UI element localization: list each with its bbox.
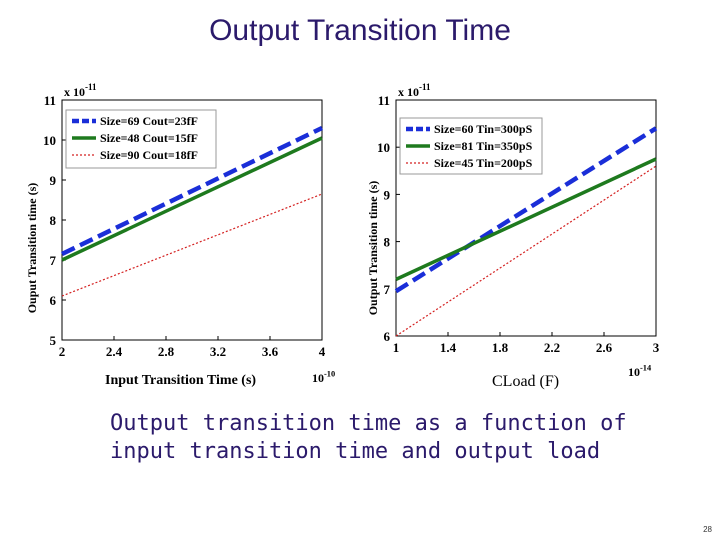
- legend-entry-1: Size=60 Tin=300pS: [434, 122, 533, 136]
- x-exponent-label: 10-10: [312, 370, 335, 385]
- y-multiplier-label: x 10-11: [64, 82, 97, 99]
- y-tick-label: 6: [50, 293, 57, 308]
- y-axis-label: Ouput Transition time (s): [25, 183, 39, 314]
- x-tick-label: 3: [653, 340, 660, 355]
- x-axis-label: CLoad (F): [492, 373, 559, 390]
- series-line-2: [61, 136, 323, 262]
- y-tick-label: 5: [50, 333, 57, 348]
- x-tick-label: 2: [59, 344, 66, 359]
- legend: Size=69 Cout=23fF Size=48 Cout=15fF Size=9…: [65, 109, 217, 169]
- legend-entry-3: Size=45 Tin=200pS: [434, 156, 533, 170]
- legend-entry-2: Size=48 Cout=15fF: [100, 131, 198, 145]
- chart-1: 5 6 7 8 9 10 11 2 2.4 2.8 3.2 3.6 4 x 10-11 Ouput Tran…: [25, 82, 326, 388]
- x-axis-label: Input Transition Time (s): [105, 373, 256, 388]
- y-tick-label: 7: [384, 282, 391, 297]
- y-multiplier-label: x 10-11: [398, 82, 431, 99]
- y-tick-label: 6: [384, 329, 391, 344]
- page-number: 28: [703, 525, 712, 534]
- x-tick-label: 1: [393, 340, 400, 355]
- caption-line-1: Output transition time as a function of: [110, 411, 627, 436]
- legend-entry-2: Size=81 Tin=350pS: [434, 139, 533, 153]
- x-tick-label: 1.8: [492, 340, 509, 355]
- x-tick-label: 3.6: [262, 344, 279, 359]
- y-axis-label: Output Transition time (s): [366, 181, 380, 316]
- series-line-1: [61, 125, 323, 257]
- legend-entry-1: Size=69 Cout=23fF: [100, 114, 198, 128]
- legend-entry-3: Size=90 Cout=18fF: [100, 148, 198, 162]
- x-tick-label: 2.6: [596, 340, 613, 355]
- y-tick-label: 7: [50, 253, 57, 268]
- x-tick-label: 2.2: [544, 340, 560, 355]
- slide-title: Output Transition Time: [209, 14, 511, 47]
- slide-caption: Output transition time as a function of …: [110, 410, 670, 466]
- y-tick-label: 10: [43, 133, 56, 148]
- x-tick-label: 1.4: [440, 340, 457, 355]
- legend: Size=60 Tin=300pS Size=81 Tin=350pS Size=4…: [399, 117, 543, 175]
- y-tick-label: 9: [384, 187, 391, 202]
- y-tick-label: 11: [44, 93, 56, 108]
- y-tick-label: 10: [377, 140, 390, 155]
- x-tick-label: 2.4: [106, 344, 123, 359]
- x-tick-label: 3.2: [210, 344, 226, 359]
- y-tick-label: 11: [378, 93, 390, 108]
- series-line-1: [394, 126, 658, 294]
- x-tick-label: 2.8: [158, 344, 175, 359]
- series-line-2: [395, 157, 657, 281]
- x-tick-label: 4: [319, 344, 326, 359]
- y-tick-label: 9: [50, 173, 57, 188]
- x-exponent-label: 10-14: [628, 364, 652, 379]
- y-tick-label: 8: [384, 235, 391, 250]
- caption-line-2: input transition time and output load: [110, 439, 601, 464]
- y-tick-label: 8: [50, 213, 57, 228]
- series-line-3: [61, 193, 323, 297]
